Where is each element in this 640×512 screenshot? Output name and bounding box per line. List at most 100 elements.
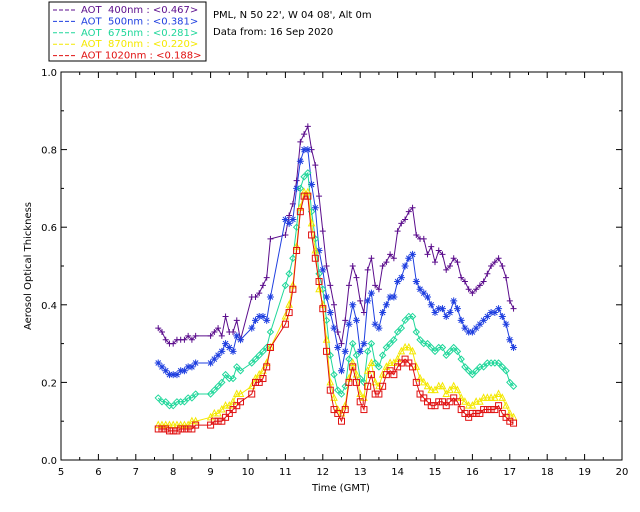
data-point [215,325,222,332]
data-point [409,250,417,258]
data-point [435,398,443,406]
data-point [255,370,264,378]
data-point [480,316,488,324]
data-point [401,355,409,363]
data-point [453,305,461,313]
data-point [483,312,491,320]
data-point [222,313,229,320]
legend-box [48,1,207,62]
data-point [225,343,233,351]
data-point [397,274,405,282]
y-tick-label-0.8: 0.8 [41,146,57,157]
data-point [420,394,428,402]
data-point [510,419,518,427]
data-point [506,336,514,344]
y-tick-label-1.0: 1.0 [41,68,57,79]
data-point [181,336,188,343]
data-point [263,316,271,324]
data-point [401,262,409,270]
data-point [259,312,267,320]
data-point [345,282,352,289]
data-point [255,351,263,359]
data-point [214,408,222,417]
data-point [255,378,263,386]
data-point [375,363,383,371]
data-point [180,425,188,433]
data-point [457,406,465,414]
data-point [457,393,465,401]
data-point [180,420,189,429]
data-point [206,390,215,398]
y-tick-label-0.0: 0.0 [41,456,57,467]
data-point [352,351,361,359]
data-point [221,370,230,379]
series-0 [155,123,517,347]
data-point [158,328,165,335]
data-point [229,347,237,355]
data-point [266,343,274,351]
data-point [371,320,379,328]
data-point [289,215,297,223]
x-tick-label-7: 7 [133,467,139,478]
data-point [416,373,424,382]
data-point [233,402,241,410]
y-axis-label: Aerosol Optical Thickness [23,202,34,330]
data-point [165,427,173,435]
data-point [487,393,495,401]
data-point [423,339,432,348]
data-point [367,358,376,366]
data-point [304,123,311,130]
data-point [304,192,312,200]
series-line-0 [157,124,514,345]
data-point [349,301,357,309]
data-point [342,317,349,324]
data-point [323,293,331,301]
data-point [251,378,259,386]
data-point [386,367,394,375]
data-point [499,263,506,269]
data-point [207,332,214,339]
data-point [218,347,226,355]
data-point [446,263,453,269]
data-point [502,320,510,328]
legend-label-0: AOT 400nm : <0.467> [81,5,198,16]
data-point [472,409,480,417]
data-point [289,285,297,293]
data-point [188,425,196,433]
data-point [338,417,345,425]
data-point [382,362,391,370]
data-point [267,235,274,242]
data-point [409,363,417,371]
data-point [349,363,357,371]
data-point [379,263,386,269]
data-point [236,367,245,375]
data-point [506,417,514,425]
data-point [281,215,289,223]
data-point [450,297,458,305]
series-3 [154,187,518,429]
data-point [210,417,218,425]
data-point [483,406,491,414]
data-point [210,355,218,363]
data-point [454,259,461,266]
data-point [185,332,192,339]
data-point [259,347,267,356]
data-point [390,371,398,379]
data-point [326,309,334,317]
data-point [218,378,226,387]
data-point [323,263,330,269]
data-point [158,425,166,433]
data-point [443,266,450,273]
data-point [398,220,405,227]
data-point [393,354,402,363]
data-point [214,351,222,359]
data-point [155,325,162,332]
data-point [233,317,240,324]
data-point [446,309,454,317]
data-point [289,254,297,262]
data-point [367,339,376,348]
data-point [357,297,364,304]
data-point [390,255,397,262]
data-point [333,404,342,413]
data-point [379,382,387,390]
